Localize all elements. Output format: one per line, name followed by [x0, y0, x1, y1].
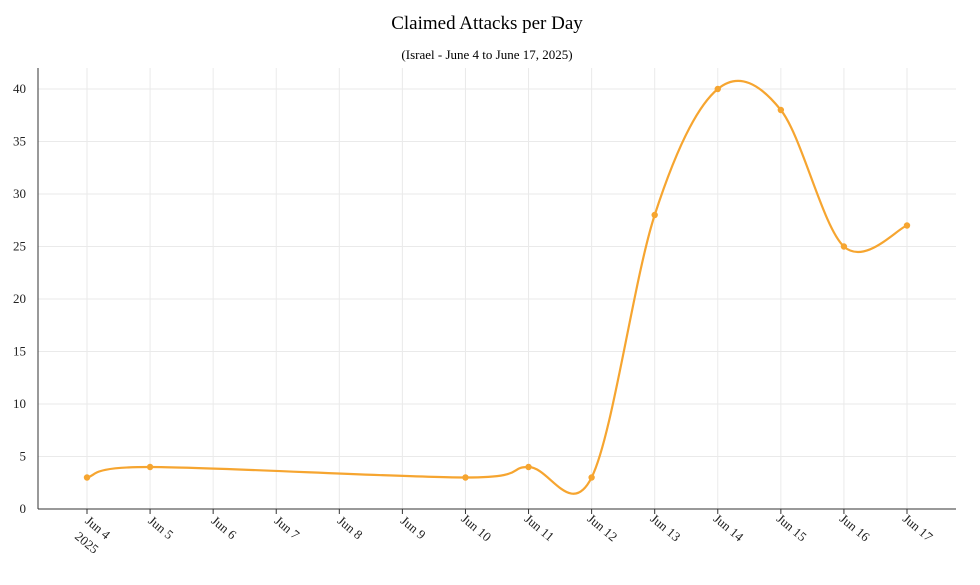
x-tick-label: Jun 8: [335, 513, 366, 542]
y-tick-label: 0: [20, 501, 27, 516]
data-point: [588, 474, 595, 481]
x-tick-label: Jun 6: [209, 513, 240, 543]
x-tick-label: Jun 13: [648, 511, 684, 545]
series-layer: [83, 79, 911, 495]
y-tick-label: 15: [13, 344, 26, 359]
x-tick-label: Jun 11: [522, 511, 558, 544]
x-tick-label: Jun 9: [398, 513, 429, 542]
x-tick-label: Jun 15: [774, 511, 810, 545]
data-point: [777, 106, 785, 114]
y-tick-label: 35: [13, 134, 26, 149]
grid: [38, 68, 956, 509]
x-tick-label: Jun 12: [585, 511, 621, 545]
y-tick-label: 5: [20, 449, 27, 464]
data-point: [525, 463, 532, 471]
chart-title: Claimed Attacks per Day: [391, 13, 583, 34]
y-tick-label: 40: [13, 81, 26, 96]
y-tick-label: 25: [13, 239, 26, 254]
y-tick-label: 20: [13, 291, 26, 306]
axes: [37, 68, 956, 514]
data-point: [651, 211, 658, 219]
x-tick-label: Jun 7: [272, 513, 303, 543]
series-line: [85, 79, 909, 495]
data-point: [462, 474, 469, 481]
x-tick-label: Jun 16: [837, 511, 873, 545]
data-point: [840, 243, 848, 250]
data-point: [83, 474, 91, 481]
data-point: [146, 463, 154, 471]
x-tick-label: Jun 10: [458, 511, 494, 545]
data-point: [714, 85, 721, 93]
x-tick-label: Jun 14: [711, 511, 747, 545]
y-tick-label: 30: [13, 186, 26, 201]
x-tick-label: Jun 5: [145, 513, 176, 542]
x-tick-label: Jun 17: [900, 511, 936, 545]
chart-subtitle: (Israel - June 4 to June 17, 2025): [401, 47, 572, 62]
y-tick-label: 10: [13, 396, 26, 411]
data-point: [903, 222, 911, 229]
